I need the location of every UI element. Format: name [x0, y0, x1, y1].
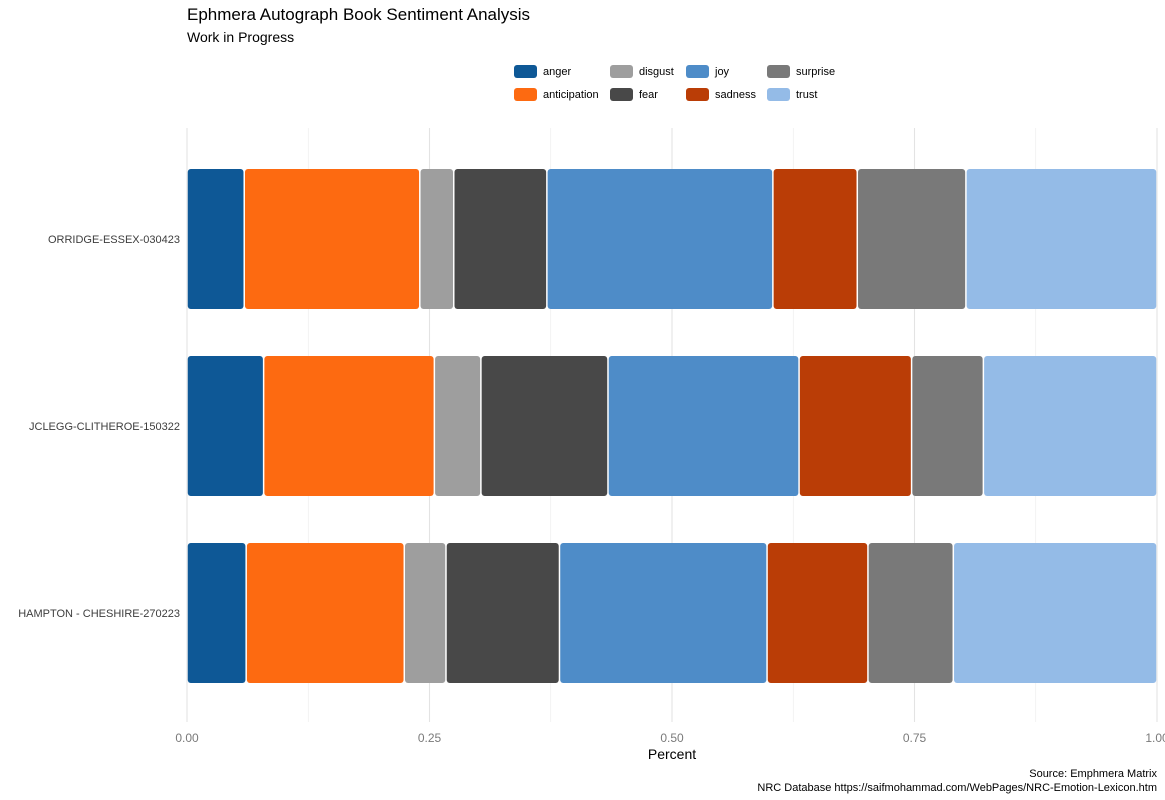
legend-item-surprise: surprise: [767, 65, 835, 78]
bars: [187, 169, 1157, 683]
legend-key-joy: [686, 65, 709, 78]
bar-segment-sadness: [799, 356, 911, 496]
legend-label: joy: [714, 66, 730, 78]
bar-segment-sadness: [773, 169, 857, 309]
legend-label: disgust: [639, 66, 674, 78]
y-tick-label: JCLEGG-CLITHEROE-150322: [29, 421, 180, 433]
legend-label: anger: [543, 66, 571, 78]
bar-segment-anger: [187, 169, 244, 309]
bar-segment-joy: [608, 356, 799, 496]
caption-database: NRC Database https://saifmohammad.com/We…: [757, 782, 1157, 794]
bar-segment-fear: [454, 169, 547, 309]
legend-item-anticipation: anticipation: [514, 88, 599, 101]
legend-key-trust: [767, 88, 790, 101]
x-tick-label: 0.00: [175, 731, 199, 745]
legend: anger anticipation disgust fear joy sadness su…: [514, 65, 835, 101]
bar-segment-trust: [966, 169, 1157, 309]
x-tick-label: 0.25: [418, 731, 442, 745]
bar-segment-disgust: [405, 543, 446, 683]
legend-item-disgust: disgust: [610, 65, 674, 78]
legend-label: fear: [639, 89, 658, 101]
legend-label: trust: [796, 89, 817, 101]
bar-segment-anticipation: [244, 169, 420, 309]
caption-source: Source: Emphmera Matrix: [1029, 768, 1157, 780]
legend-key-sadness: [686, 88, 709, 101]
y-tick-label: HAMPTON - CHESHIRE-270223: [18, 608, 180, 620]
bar-segment-disgust: [420, 169, 453, 309]
x-tick-label: 0.75: [903, 731, 927, 745]
legend-item-sadness: sadness: [686, 88, 756, 101]
legend-label: surprise: [796, 66, 835, 78]
bar-segment-joy: [560, 543, 767, 683]
legend-label: anticipation: [543, 89, 599, 101]
bar-segment-surprise: [912, 356, 983, 496]
legend-key-disgust: [610, 65, 633, 78]
legend-label: sadness: [715, 89, 756, 101]
legend-key-anticipation: [514, 88, 537, 101]
bar-segment-trust: [984, 356, 1157, 496]
x-axis-title: Percent: [648, 746, 696, 762]
legend-item-anger: anger: [514, 65, 571, 78]
bar-segment-anticipation: [264, 356, 434, 496]
legend-key-anger: [514, 65, 537, 78]
chart-title: Ephmera Autograph Book Sentiment Analysi…: [187, 5, 531, 24]
bar-segment-sadness: [767, 543, 868, 683]
legend-item-joy: joy: [686, 65, 730, 78]
legend-key-surprise: [767, 65, 790, 78]
x-tick-label: 1.00: [1145, 731, 1165, 745]
bar-segment-fear: [481, 356, 608, 496]
bar-segment-anticipation: [246, 543, 404, 683]
bar-segment-trust: [954, 543, 1157, 683]
bar-segment-surprise: [868, 543, 953, 683]
bar-segment-surprise: [858, 169, 966, 309]
x-tick-label: 0.50: [660, 731, 684, 745]
legend-key-fear: [610, 88, 633, 101]
y-tick-label: ORRIDGE-ESSEX-030423: [48, 234, 180, 246]
chart-subtitle: Work in Progress: [187, 29, 295, 45]
bar-segment-disgust: [435, 356, 481, 496]
bar-segment-joy: [547, 169, 773, 309]
bar-segment-fear: [446, 543, 559, 683]
legend-item-fear: fear: [610, 88, 658, 101]
axes: ORRIDGE-ESSEX-030423 JCLEGG-CLITHEROE-150…: [18, 234, 1165, 762]
bar-segment-anger: [187, 356, 263, 496]
legend-item-trust: trust: [767, 88, 817, 101]
bar-segment-anger: [187, 543, 246, 683]
